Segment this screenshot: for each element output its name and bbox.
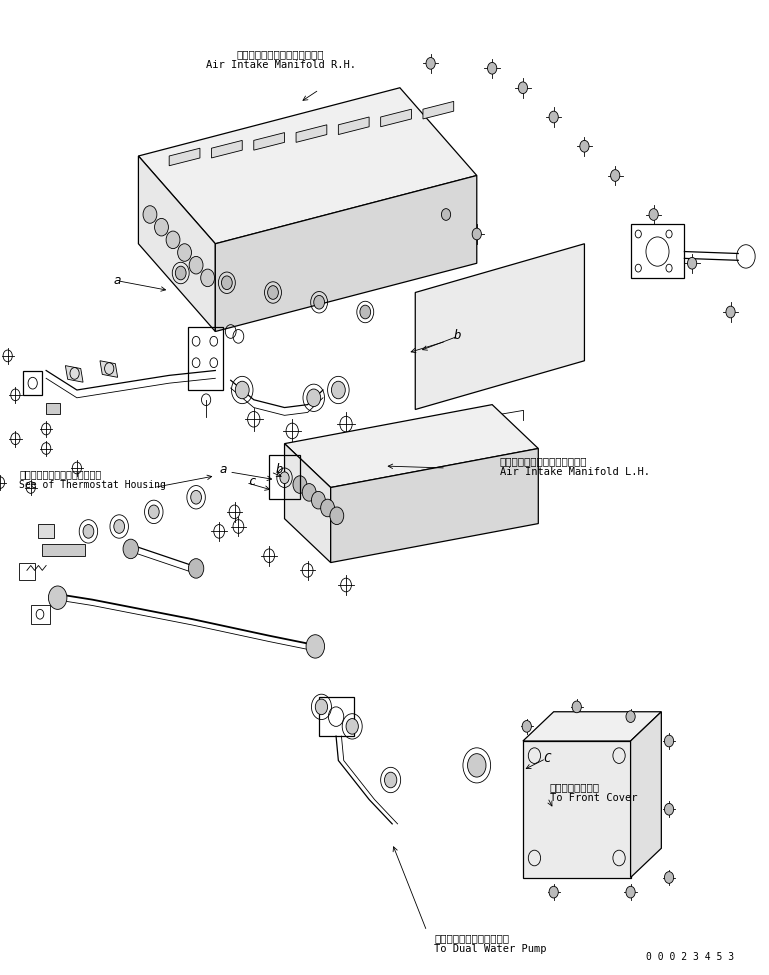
Text: エアーインテークマニホール左: エアーインテークマニホール左 xyxy=(500,456,588,466)
Circle shape xyxy=(155,218,168,236)
Bar xyxy=(23,370,42,395)
Circle shape xyxy=(330,507,344,525)
Circle shape xyxy=(315,699,328,715)
Circle shape xyxy=(321,499,335,517)
Bar xyxy=(319,697,354,736)
Polygon shape xyxy=(631,712,661,878)
Circle shape xyxy=(83,525,94,538)
Circle shape xyxy=(48,586,67,609)
Circle shape xyxy=(148,505,159,519)
Bar xyxy=(19,563,35,580)
Polygon shape xyxy=(523,712,661,741)
Circle shape xyxy=(468,754,486,777)
Polygon shape xyxy=(138,156,215,332)
Circle shape xyxy=(441,209,451,220)
Circle shape xyxy=(221,276,232,290)
Circle shape xyxy=(549,886,558,898)
Circle shape xyxy=(472,228,481,240)
Circle shape xyxy=(346,719,358,734)
Circle shape xyxy=(522,721,531,732)
Text: a: a xyxy=(114,274,122,288)
Polygon shape xyxy=(381,109,411,127)
Polygon shape xyxy=(285,444,331,563)
Text: フロントカバーヘ: フロントカバーヘ xyxy=(550,782,600,792)
Text: b: b xyxy=(275,463,283,477)
Polygon shape xyxy=(296,125,327,142)
Circle shape xyxy=(331,381,345,399)
Text: エアーインテークマニホール右: エアーインテークマニホール右 xyxy=(237,50,325,59)
Polygon shape xyxy=(523,741,631,878)
Polygon shape xyxy=(331,448,538,563)
Text: To Front Cover: To Front Cover xyxy=(550,793,638,802)
Circle shape xyxy=(360,305,371,319)
Circle shape xyxy=(626,711,635,722)
Circle shape xyxy=(235,381,249,399)
Circle shape xyxy=(166,231,180,249)
Bar xyxy=(46,403,60,414)
Text: See of Thermostat Housing: See of Thermostat Housing xyxy=(19,480,166,489)
Bar xyxy=(188,327,223,390)
Circle shape xyxy=(306,635,325,658)
Text: Air Intake Manifold L.H.: Air Intake Manifold L.H. xyxy=(500,467,650,477)
Circle shape xyxy=(426,58,435,69)
Polygon shape xyxy=(423,101,454,119)
Circle shape xyxy=(268,286,278,299)
Circle shape xyxy=(384,772,397,788)
Bar xyxy=(38,524,54,538)
Circle shape xyxy=(518,82,528,94)
Text: Air Intake Manifold R.H.: Air Intake Manifold R.H. xyxy=(205,60,356,70)
Circle shape xyxy=(311,491,325,509)
Bar xyxy=(31,604,50,624)
Circle shape xyxy=(580,140,589,152)
Polygon shape xyxy=(100,361,118,377)
Circle shape xyxy=(114,520,125,533)
Polygon shape xyxy=(138,88,477,244)
Text: サーモスタットハウジング参照: サーモスタットハウジング参照 xyxy=(19,469,102,479)
Circle shape xyxy=(664,803,674,815)
Polygon shape xyxy=(169,148,200,166)
Circle shape xyxy=(611,170,620,181)
Text: 0 0 0 2 3 4 5 3: 0 0 0 2 3 4 5 3 xyxy=(646,953,734,962)
Circle shape xyxy=(293,476,307,493)
Circle shape xyxy=(549,111,558,123)
Circle shape xyxy=(191,490,201,504)
Circle shape xyxy=(188,559,204,578)
Polygon shape xyxy=(215,176,477,332)
Circle shape xyxy=(626,886,635,898)
Circle shape xyxy=(189,256,203,274)
Circle shape xyxy=(488,62,497,74)
Circle shape xyxy=(664,735,674,747)
Circle shape xyxy=(302,484,316,501)
Polygon shape xyxy=(285,405,538,488)
Circle shape xyxy=(649,209,658,220)
Text: デュアルウォータポンプヘ: デュアルウォータポンプヘ xyxy=(434,933,510,943)
Circle shape xyxy=(726,306,735,318)
Circle shape xyxy=(664,872,674,883)
Circle shape xyxy=(687,257,697,269)
Bar xyxy=(269,455,300,499)
Text: a: a xyxy=(219,463,227,477)
Text: C: C xyxy=(544,752,551,765)
Circle shape xyxy=(314,295,325,309)
Circle shape xyxy=(280,472,289,484)
Circle shape xyxy=(175,266,186,280)
Circle shape xyxy=(201,269,215,287)
Bar xyxy=(42,544,85,556)
Polygon shape xyxy=(65,366,83,382)
Bar xyxy=(631,224,684,278)
Polygon shape xyxy=(338,117,369,135)
Polygon shape xyxy=(415,244,584,410)
Text: b: b xyxy=(454,329,461,342)
Polygon shape xyxy=(254,133,285,150)
Text: c: c xyxy=(248,475,256,488)
Circle shape xyxy=(178,244,191,261)
Polygon shape xyxy=(211,140,242,158)
Circle shape xyxy=(307,389,321,407)
Circle shape xyxy=(123,539,138,559)
Text: To Dual Water Pump: To Dual Water Pump xyxy=(434,944,547,954)
Circle shape xyxy=(143,206,157,223)
Circle shape xyxy=(572,701,581,713)
